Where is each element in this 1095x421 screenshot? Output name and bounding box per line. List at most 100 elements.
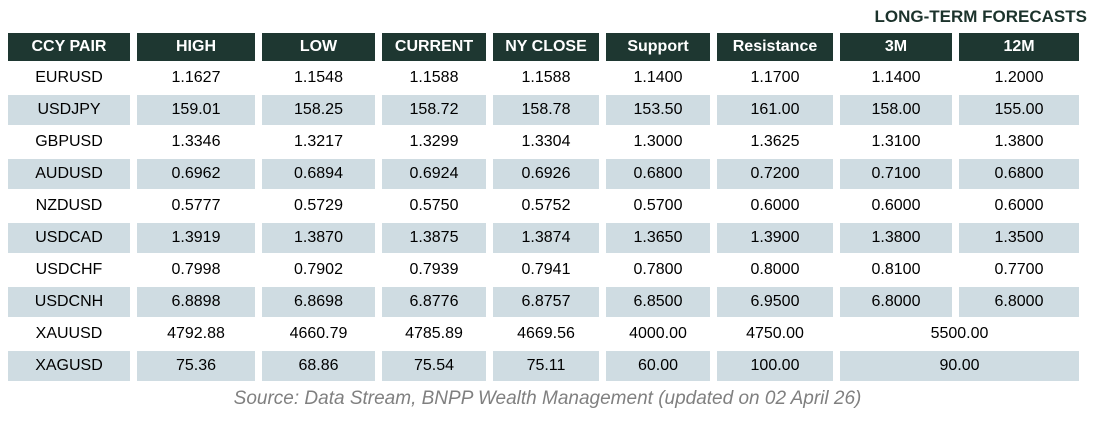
value-cell: 6.8898 (137, 287, 255, 317)
value-cell: 100.00 (717, 351, 833, 381)
value-cell: 0.8100 (840, 255, 952, 285)
value-cell: 6.8000 (840, 287, 952, 317)
value-cell: 0.5750 (382, 191, 486, 221)
table-row-xagusd: XAGUSD 75.36 68.86 75.54 75.11 60.00 100.00 90.… (8, 351, 1079, 381)
column-header-ny-close: NY CLOSE (493, 33, 599, 61)
value-cell: 6.8000 (959, 287, 1079, 317)
value-cell: 4000.00 (606, 319, 710, 349)
table-row-gbpusd: GBPUSD 1.3346 1.3217 1.3299 1.3304 1.3000 1.36… (8, 127, 1079, 157)
value-cell: 1.1548 (262, 63, 375, 93)
value-cell: 1.3900 (717, 223, 833, 253)
value-cell: 1.1627 (137, 63, 255, 93)
value-cell: 6.9500 (717, 287, 833, 317)
column-header-ccy-pair: CCY PAIR (8, 33, 130, 61)
value-cell: 161.00 (717, 95, 833, 125)
table-row-usdcnh: USDCNH 6.8898 6.8698 6.8776 6.8757 6.8500 6.95… (8, 287, 1079, 317)
value-cell: 1.3874 (493, 223, 599, 253)
value-cell: 153.50 (606, 95, 710, 125)
value-cell: 0.5752 (493, 191, 599, 221)
value-cell: 158.78 (493, 95, 599, 125)
value-cell: 1.3299 (382, 127, 486, 157)
source-caption: Source: Data Stream, BNPP Wealth Managem… (233, 388, 862, 409)
table-header: CCY PAIR HIGH LOW CURRENT NY CLOSE Suppo… (8, 33, 1079, 61)
table-row-nzdusd: NZDUSD 0.5777 0.5729 0.5750 0.5752 0.5700 0.60… (8, 191, 1079, 221)
value-cell: 1.3919 (137, 223, 255, 253)
value-cell: 1.1400 (606, 63, 710, 93)
value-cell: 60.00 (606, 351, 710, 381)
value-cell: 0.7700 (959, 255, 1079, 285)
column-header-12m: 12M (959, 33, 1079, 61)
value-cell: 0.6800 (959, 159, 1079, 189)
value-cell: 1.3800 (840, 223, 952, 253)
fx-forecast-table: CCY PAIR HIGH LOW CURRENT NY CLOSE Suppo… (1, 31, 1086, 383)
value-cell: 0.6962 (137, 159, 255, 189)
value-cell: 75.36 (137, 351, 255, 381)
value-cell: 1.3000 (606, 127, 710, 157)
value-cell: 158.25 (262, 95, 375, 125)
value-cell: 4660.79 (262, 319, 375, 349)
value-cell: 0.6000 (717, 191, 833, 221)
table-row-usdchf: USDCHF 0.7998 0.7902 0.7939 0.7941 0.7800 0.80… (8, 255, 1079, 285)
value-cell: 1.3800 (959, 127, 1079, 157)
value-cell: 1.3870 (262, 223, 375, 253)
value-cell: 1.3304 (493, 127, 599, 157)
value-cell: 0.6924 (382, 159, 486, 189)
value-cell: 1.1700 (717, 63, 833, 93)
value-cell: 75.11 (493, 351, 599, 381)
column-header-low: LOW (262, 33, 375, 61)
value-cell: 1.3217 (262, 127, 375, 157)
value-cell: 1.1588 (493, 63, 599, 93)
value-cell: 1.2000 (959, 63, 1079, 93)
value-cell: 158.00 (840, 95, 952, 125)
value-cell: 4750.00 (717, 319, 833, 349)
value-cell: 0.5729 (262, 191, 375, 221)
value-cell: 155.00 (959, 95, 1079, 125)
value-cell: 1.3346 (137, 127, 255, 157)
value-cell: 6.8698 (262, 287, 375, 317)
ccy-pair-cell: USDCHF (8, 255, 130, 285)
long-term-forecasts-label: LONG-TERM FORECASTS (874, 7, 1088, 26)
value-cell: 159.01 (137, 95, 255, 125)
value-cell: 0.7941 (493, 255, 599, 285)
table-row-audusd: AUDUSD 0.6962 0.6894 0.6924 0.6926 0.6800 0.72… (8, 159, 1079, 189)
value-cell: 0.6894 (262, 159, 375, 189)
value-cell: 75.54 (382, 351, 486, 381)
value-cell: 6.8776 (382, 287, 486, 317)
value-cell: 1.3650 (606, 223, 710, 253)
table-row-xauusd: XAUUSD 4792.88 4660.79 4785.89 4669.56 4000.0… (8, 319, 1079, 349)
value-cell: 68.86 (262, 351, 375, 381)
value-cell: 6.8757 (493, 287, 599, 317)
value-cell: 0.7902 (262, 255, 375, 285)
ccy-pair-cell: USDCAD (8, 223, 130, 253)
ccy-pair-cell: USDJPY (8, 95, 130, 125)
value-cell: 0.5700 (606, 191, 710, 221)
value-cell: 90.00 (840, 351, 1079, 381)
ccy-pair-cell: XAUUSD (8, 319, 130, 349)
value-cell: 0.8000 (717, 255, 833, 285)
table-body: EURUSD 1.1627 1.1548 1.1588 1.1588 1.1400 1.17… (8, 63, 1079, 381)
value-cell: 0.6000 (840, 191, 952, 221)
value-cell: 6.8500 (606, 287, 710, 317)
value-cell: 4669.56 (493, 319, 599, 349)
value-cell: 1.1588 (382, 63, 486, 93)
header-row: CCY PAIR HIGH LOW CURRENT NY CLOSE Suppo… (8, 33, 1079, 61)
value-cell: 0.7800 (606, 255, 710, 285)
value-cell: 4792.88 (137, 319, 255, 349)
value-cell: 158.72 (382, 95, 486, 125)
value-cell: 0.7100 (840, 159, 952, 189)
value-cell: 1.3100 (840, 127, 952, 157)
value-cell: 0.7939 (382, 255, 486, 285)
value-cell: 1.3500 (959, 223, 1079, 253)
value-cell: 0.7998 (137, 255, 255, 285)
column-header-3m: 3M (840, 33, 952, 61)
ccy-pair-cell: XAGUSD (8, 351, 130, 381)
ccy-pair-cell: AUDUSD (8, 159, 130, 189)
value-cell: 4785.89 (382, 319, 486, 349)
ccy-pair-cell: GBPUSD (8, 127, 130, 157)
column-header-resistance: Resistance (717, 33, 833, 61)
table-row-usdcad: USDCAD 1.3919 1.3870 1.3875 1.3874 1.3650 1.39… (8, 223, 1079, 253)
ccy-pair-cell: NZDUSD (8, 191, 130, 221)
value-cell: 1.3625 (717, 127, 833, 157)
value-cell: 0.5777 (137, 191, 255, 221)
